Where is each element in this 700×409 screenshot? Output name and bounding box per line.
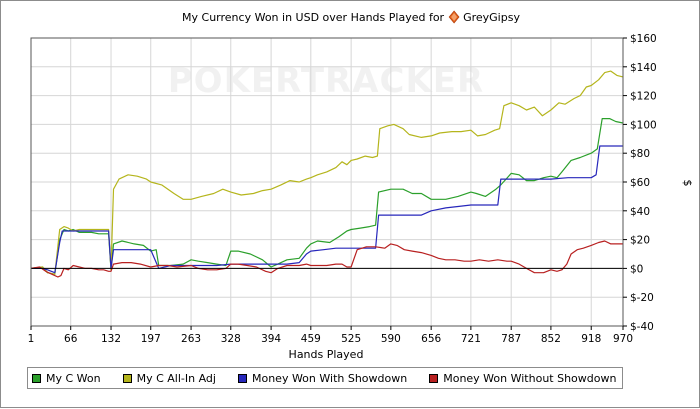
x-tick-label: 721 [461, 333, 481, 345]
chart-legend: My C Won My C All-In Adj Money Won With Sh… [27, 367, 624, 389]
diamond-highlight [451, 13, 458, 21]
y-tick-label: $60 [630, 177, 650, 189]
y-tick-label: $80 [630, 148, 650, 160]
y-tick-label: $20 [630, 235, 650, 247]
y-tick-label: $100 [630, 119, 657, 131]
diamond-icon [448, 10, 460, 24]
legend-item-3: Money Won With Showdown [237, 371, 408, 385]
series-line-4 [30, 240, 623, 278]
x-tick-label: 263 [181, 333, 201, 345]
x-tick-label: 394 [261, 333, 281, 345]
legend-item-1: My C Won [32, 372, 101, 385]
y-tick-label: $-40 [630, 321, 654, 333]
x-tick-label: 656 [421, 333, 441, 345]
x-tick-label: 66 [64, 333, 78, 345]
axes: 1 66 132 197 263 328 394 459 525 590 656 721 787 852 9… [28, 33, 657, 345]
legend-swatch [32, 373, 41, 383]
y-axis-label: $ [681, 180, 694, 187]
legend-label: Money Won Without Showdown [443, 371, 617, 385]
x-axis-label: Hands Played [289, 348, 364, 361]
series-line-3 [31, 145, 623, 274]
legend-label: My C All-In Adj [136, 371, 216, 385]
chart-title: My Currency Won in USD over Hands Played… [182, 11, 445, 24]
x-tick-label: 590 [381, 333, 401, 345]
legend-label: My C Won [46, 371, 101, 385]
series-lines [30, 70, 624, 278]
y-tick-label: $160 [630, 33, 657, 45]
legend-item-2: My C All-In Adj [122, 371, 216, 385]
legend-label: Money Won With Showdown [251, 371, 408, 385]
x-tick-label: 852 [541, 333, 561, 345]
pokertracker-watermark: POKERTRACKER [168, 61, 484, 101]
series-line-2 [30, 70, 624, 275]
x-tick-label: 328 [221, 333, 241, 345]
x-tick-label: 787 [501, 333, 521, 345]
y-tick-label: $0 [630, 263, 643, 275]
legend-swatch [237, 373, 247, 383]
y-tick-label: $-20 [630, 292, 654, 304]
y-tick-label: $140 [630, 62, 657, 74]
x-tick-label: 197 [141, 333, 161, 345]
y-tick-label: $120 [630, 91, 657, 103]
legend-item-4: Money Won Without Showdown [429, 372, 616, 385]
x-tick-label: 525 [341, 333, 361, 345]
player-name: GreyGipsy [463, 11, 520, 24]
x-tick-label: 1 [28, 333, 35, 345]
legend-swatch [429, 373, 439, 383]
series-line-1 [30, 118, 624, 275]
x-tick-label: 918 [581, 333, 601, 345]
chart-title-group: My Currency Won in USD over Hands Played… [182, 10, 520, 24]
x-tick-label: 459 [301, 333, 321, 345]
x-tick-label: 970 [613, 333, 633, 345]
y-tick-label: $40 [630, 206, 650, 218]
legend-swatch [122, 373, 132, 383]
x-tick-label: 132 [101, 333, 121, 345]
